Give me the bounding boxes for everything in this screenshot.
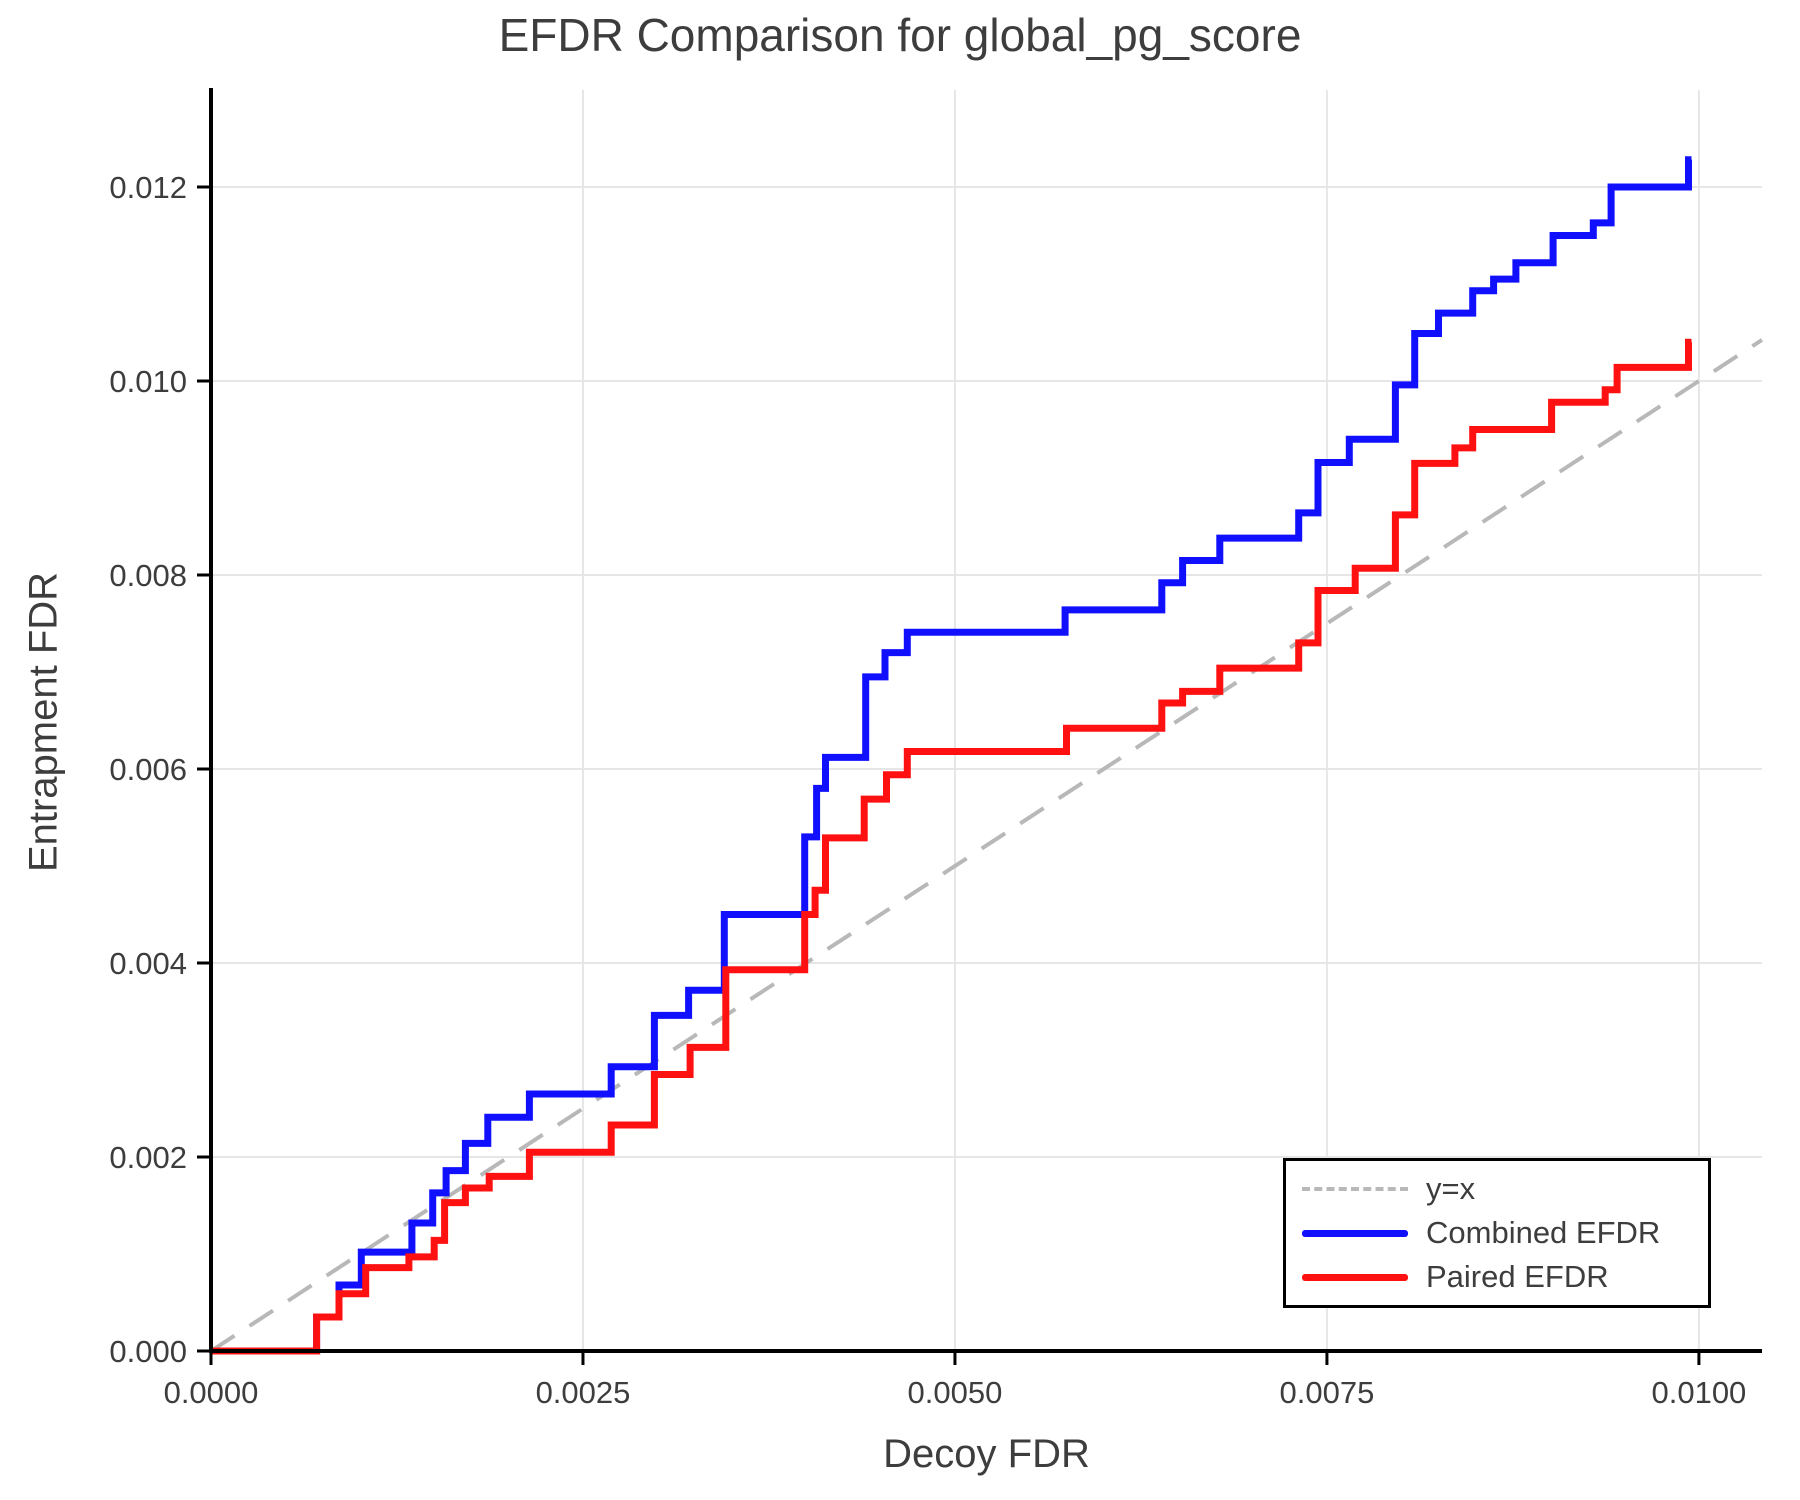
y-tick-label: 0.012: [109, 170, 187, 205]
x-tick-label: 0.0050: [908, 1375, 1003, 1410]
y-tick-label: 0.004: [109, 946, 187, 981]
y-tick-label: 0.010: [109, 364, 187, 399]
legend-entry-paired: Paired EFDR: [1302, 1258, 1708, 1296]
x-axis-label: Decoy FDR: [883, 1432, 1090, 1476]
tick-label-layer: 0.0000 0.0025 0.0050 0.0075 0.0100 0.000 0.002…: [109, 170, 1746, 1410]
legend: y=x Combined EFDR Paired EFDR: [1283, 1158, 1711, 1308]
legend-entry-identity: y=x: [1302, 1170, 1708, 1208]
axis-layer: [197, 88, 1762, 1365]
y-tick-label: 0.006: [109, 752, 187, 787]
chart-title: EFDR Comparison for global_pg_score: [498, 9, 1302, 61]
x-tick-label: 0.0000: [164, 1375, 259, 1410]
identity-line: [209, 338, 1764, 1353]
legend-label-combined: Combined EFDR: [1426, 1215, 1661, 1250]
combined-efdr-line-sample: [1302, 1229, 1408, 1237]
data-layer: [209, 156, 1764, 1355]
x-tick-label: 0.0025: [536, 1375, 631, 1410]
y-axis-label: Entrapment FDR: [21, 571, 66, 873]
paired-efdr-line-sample: [1302, 1273, 1408, 1281]
legend-label-identity: y=x: [1426, 1171, 1476, 1206]
y-tick-label: 0.000: [109, 1334, 187, 1369]
combined-efdr-curve: [211, 156, 1692, 1355]
paired-efdr-curve: [211, 338, 1692, 1355]
legend-label-paired: Paired EFDR: [1426, 1259, 1609, 1294]
x-tick-label: 0.0100: [1651, 1375, 1746, 1410]
legend-entry-combined: Combined EFDR: [1302, 1214, 1708, 1252]
y-tick-label: 0.002: [109, 1140, 187, 1175]
identity-line-sample: [1302, 1187, 1408, 1191]
y-tick-label: 0.008: [109, 558, 187, 593]
x-tick-label: 0.0075: [1280, 1375, 1375, 1410]
